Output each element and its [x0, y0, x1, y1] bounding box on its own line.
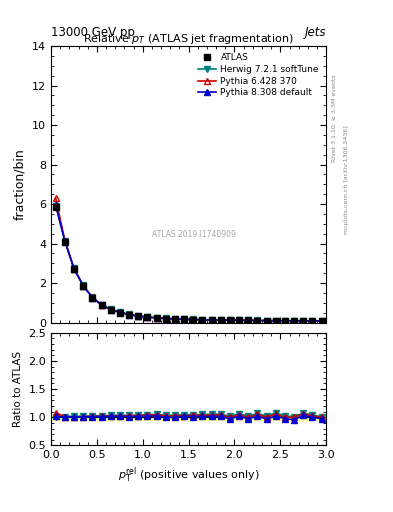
Text: Jets: Jets	[305, 26, 326, 39]
Title: Relative $p_{T}$ (ATLAS jet fragmentation): Relative $p_{T}$ (ATLAS jet fragmentatio…	[83, 32, 294, 46]
Text: 13000 GeV pp: 13000 GeV pp	[51, 26, 135, 39]
Bar	[51, 416, 326, 418]
Y-axis label: Ratio to ATLAS: Ratio to ATLAS	[13, 351, 23, 427]
Text: ATLAS 2019 I1740909: ATLAS 2019 I1740909	[152, 229, 236, 239]
Legend: ATLAS, Herwig 7.2.1 softTune, Pythia 6.428 370, Pythia 8.308 default: ATLAS, Herwig 7.2.1 softTune, Pythia 6.4…	[195, 51, 322, 100]
Bar	[51, 415, 326, 419]
Y-axis label: fraction/bin: fraction/bin	[13, 148, 27, 220]
Text: Rivet 3.1.10, ≥ 3.3M events: Rivet 3.1.10, ≥ 3.3M events	[332, 74, 337, 162]
X-axis label: $p_{\mathrm{T}}^{\mathrm{rel}}$ (positive values only): $p_{\mathrm{T}}^{\mathrm{rel}}$ (positiv…	[118, 466, 259, 485]
Text: mcplots.cern.ch [arXiv:1306.3436]: mcplots.cern.ch [arXiv:1306.3436]	[344, 125, 349, 233]
